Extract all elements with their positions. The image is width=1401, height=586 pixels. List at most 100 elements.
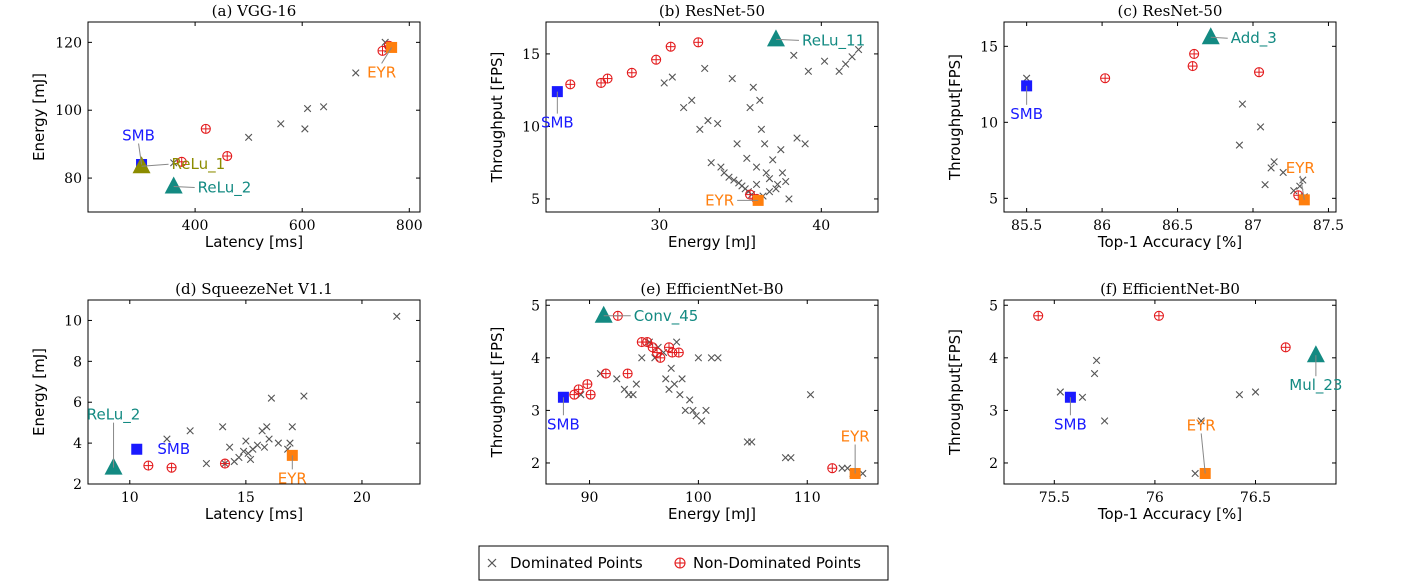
x-tick-label: 110 — [794, 490, 821, 506]
non-dominated-point — [600, 368, 611, 379]
annotation-leader — [775, 38, 799, 41]
non-dominated-point — [573, 384, 584, 395]
plot-frame — [1003, 21, 1337, 213]
y-tick-label: 4 — [73, 436, 82, 452]
dominated-point — [681, 406, 690, 415]
dominated-point — [793, 134, 801, 142]
annotation-label: ReLu_1 — [172, 155, 226, 174]
dominated-point — [1078, 393, 1087, 401]
y-tick-label: 4 — [989, 351, 998, 367]
annotation-label: EYR — [841, 427, 870, 445]
dominated-point — [725, 173, 733, 181]
layer-marker — [164, 176, 183, 194]
dominated-point — [352, 69, 360, 77]
annotation-label: ReLu_2 — [198, 179, 252, 198]
dominated-point — [756, 96, 764, 105]
annotation-leader — [1200, 433, 1206, 474]
annotation-label: SMB — [122, 127, 155, 145]
y-axis-label: Throughput [FPS] — [488, 327, 506, 459]
y-tick-label: 10 — [522, 119, 540, 135]
chart-title: (b) ResNet-50 — [659, 2, 765, 20]
dominated-point — [1092, 356, 1101, 365]
dominated-point — [253, 441, 262, 449]
non-dominated-point — [585, 389, 596, 400]
dominated-point — [1261, 180, 1269, 189]
annotation-label: SMB — [1010, 105, 1043, 123]
layer-marker — [132, 156, 151, 174]
dominated-point — [301, 125, 309, 133]
dominated-point — [596, 369, 605, 378]
dominated-point — [668, 73, 677, 81]
y-tick-label: 6 — [73, 395, 82, 411]
annotation-label: EYR — [1286, 159, 1315, 177]
dominated-point — [714, 354, 722, 362]
non-dominated-point — [693, 37, 704, 48]
dominated-point — [778, 169, 787, 177]
dominated-point — [225, 443, 234, 451]
layer-marker — [594, 305, 613, 323]
x-tick-label: 800 — [396, 218, 423, 234]
dominated-point — [235, 453, 243, 462]
legend-non-dominated-label: Non-Dominated Points — [693, 554, 861, 572]
annotation-label: EYR — [1187, 416, 1216, 434]
annotation-label: SMB — [157, 440, 190, 458]
dominated-point — [697, 417, 706, 425]
dominated-point — [319, 103, 328, 111]
dominated-point — [1267, 164, 1275, 172]
dominated-point — [1235, 141, 1244, 149]
plot-frame — [545, 21, 879, 213]
non-dominated-point — [1187, 61, 1198, 72]
non-dominated-point — [663, 342, 675, 353]
chart-panel-5: (e) EfficientNet-B0 90 100 110 2 3 4 5 Energy [m… — [488, 280, 879, 523]
dominated-point — [1279, 168, 1287, 177]
dominated-point — [1197, 417, 1205, 425]
y-axis-label: Energy [mJ] — [30, 348, 48, 436]
dominated-point — [841, 60, 850, 68]
dominated-point — [733, 140, 741, 148]
non-dominated-point — [377, 45, 388, 56]
x-axis-label: Latency [ms] — [205, 233, 303, 251]
dominated-point — [670, 380, 679, 388]
plot-frame — [545, 299, 879, 485]
dominated-point — [678, 375, 686, 383]
x-tick-label: 87.5 — [1313, 218, 1344, 234]
non-dominated-point — [166, 462, 177, 473]
non-dominated-point — [665, 41, 676, 52]
dominated-point — [835, 67, 843, 76]
y-tick-label: 5 — [531, 192, 540, 208]
non-dominated-point — [596, 77, 607, 88]
non-dominated-point — [1033, 310, 1044, 321]
y-tick-label: 2 — [73, 477, 82, 493]
non-dominated-point — [602, 73, 613, 84]
dominated-point — [286, 439, 294, 447]
annotation-label: EYR — [278, 469, 307, 487]
dominated-point — [186, 427, 194, 435]
x-axis-label: Energy [mJ] — [668, 505, 756, 523]
dominated-point — [820, 57, 829, 65]
y-tick-label: 15 — [980, 39, 998, 55]
chart-panels: (a) VGG-16 400 600 800 80 100 120 Latency [ms] E… — [30, 2, 1344, 523]
dominated-point — [1191, 469, 1199, 478]
non-dominated-point — [143, 460, 154, 471]
annotation-leader — [1210, 36, 1228, 39]
dominated-point — [806, 390, 815, 399]
dominated-point — [688, 96, 696, 105]
non-dominated-point — [655, 352, 666, 363]
chart-panel-4: (d) SqueezeNet V1.1 10 15 20 2 4 6 8 10 Latency [… — [30, 280, 421, 523]
dominated-point — [638, 354, 646, 362]
chart-panel-2: (b) ResNet-50 30 40 5 10 15 Energy [mJ] Through… — [488, 2, 879, 251]
dominated-point — [1238, 100, 1247, 108]
annotation-label: Conv_45 — [634, 307, 699, 326]
dominated-point — [163, 435, 171, 443]
annotation-label: ReLu_2 — [87, 406, 141, 425]
non-dominated-point — [622, 368, 633, 379]
non-dominated-point — [626, 67, 637, 78]
dominated-point — [707, 158, 715, 167]
dominated-point — [300, 392, 308, 400]
chart-title: (c) ResNet-50 — [1118, 2, 1223, 20]
dominated-point — [769, 156, 777, 164]
dominated-point — [689, 406, 697, 415]
annotation-label: EYR — [367, 63, 396, 81]
chart-panel-6: (f) EfficientNet-B0 75.5 76 76.5 2 3 4 5 Top-1 A… — [946, 280, 1342, 523]
x-tick-label: 30 — [650, 218, 668, 234]
